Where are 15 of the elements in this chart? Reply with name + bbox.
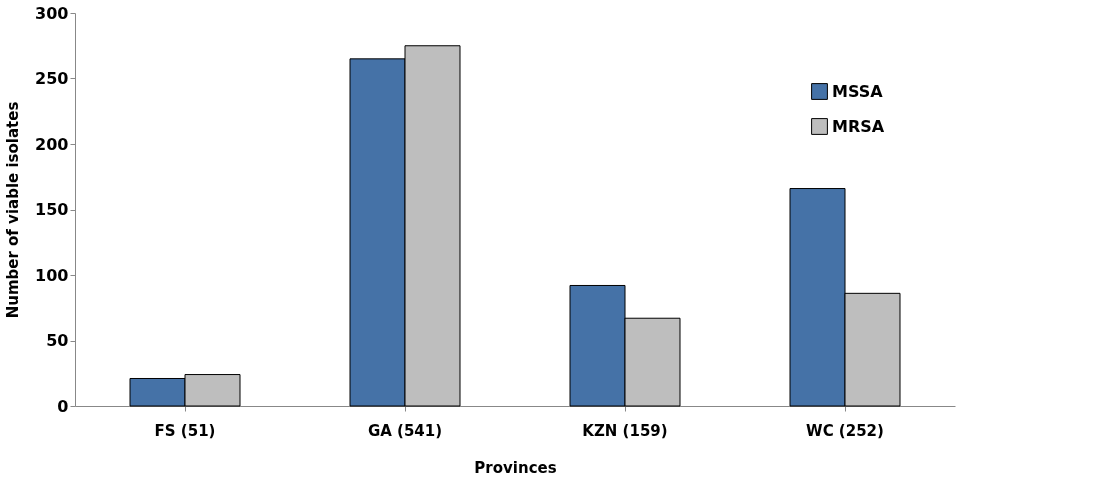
y-tick-label: 150: [35, 200, 69, 219]
legend-label: MSSA: [832, 81, 884, 101]
y-tick-label: 250: [35, 69, 69, 88]
y-axis-title: Number of viable isolates: [4, 101, 23, 319]
x-tick-label: WC (252): [806, 421, 884, 440]
y-tick-label: 0: [57, 396, 69, 416]
y-tick-label: 200: [35, 134, 69, 154]
x-tick-label: GA (541): [367, 421, 443, 440]
x-tick-label: FS (51): [154, 421, 216, 440]
y-tick-label: 300: [35, 3, 69, 23]
y-tick-label: 100: [35, 265, 69, 285]
y-tick-label: 50: [46, 331, 69, 350]
legend-label: MRSA: [832, 116, 885, 136]
x-axis-title: Provinces: [474, 458, 557, 477]
x-tick-label: KZN (159): [582, 421, 668, 440]
